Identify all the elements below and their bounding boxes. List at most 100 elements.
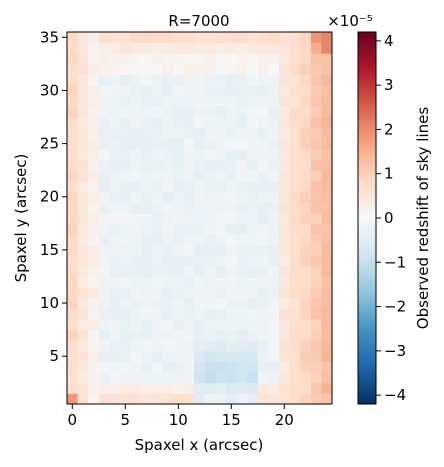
heatmap-cell bbox=[98, 138, 110, 150]
heatmap-cell bbox=[268, 53, 280, 65]
heatmap-cell bbox=[257, 276, 269, 288]
heatmap-cell bbox=[130, 393, 142, 405]
heatmap-cell bbox=[236, 233, 248, 246]
heatmap-cell bbox=[130, 372, 142, 384]
heatmap-cell bbox=[130, 180, 142, 192]
heatmap-cell bbox=[120, 180, 132, 192]
heatmap-cell bbox=[183, 74, 195, 86]
heatmap-cell bbox=[236, 63, 248, 76]
heatmap-cell bbox=[310, 117, 322, 129]
heatmap-cell bbox=[173, 191, 185, 203]
heatmap-cell bbox=[257, 297, 269, 309]
heatmap-cell bbox=[173, 329, 185, 341]
heatmap-cell bbox=[247, 223, 259, 235]
heatmap-cell bbox=[120, 32, 132, 44]
heatmap-cell bbox=[173, 106, 185, 118]
heatmap-cell bbox=[204, 53, 216, 65]
heatmap-cell bbox=[130, 138, 142, 150]
heatmap-cell bbox=[247, 170, 259, 182]
heatmap-cell bbox=[67, 329, 79, 341]
heatmap-cell bbox=[183, 276, 195, 288]
heatmap-cell bbox=[300, 308, 312, 320]
heatmap-cell bbox=[151, 106, 163, 118]
heatmap-cell bbox=[300, 382, 312, 394]
heatmap-cell bbox=[141, 329, 153, 341]
heatmap-cell bbox=[88, 361, 100, 373]
heatmap-cell bbox=[257, 393, 269, 405]
heatmap-cell bbox=[183, 85, 195, 97]
heatmap-cell bbox=[247, 148, 259, 161]
heatmap-cell bbox=[215, 148, 227, 161]
heatmap-cell bbox=[151, 308, 163, 320]
heatmap-cell bbox=[226, 53, 238, 65]
heatmap-cell bbox=[173, 265, 185, 277]
heatmap-cell bbox=[321, 361, 333, 373]
heatmap-cell bbox=[183, 308, 195, 320]
heatmap-cell bbox=[215, 159, 227, 171]
heatmap-cell bbox=[109, 63, 121, 76]
heatmap-cell bbox=[257, 233, 269, 246]
heatmap-cell bbox=[162, 138, 174, 150]
heatmap-cell bbox=[247, 117, 259, 129]
heatmap-cell bbox=[215, 255, 227, 267]
heatmap-cell bbox=[204, 361, 216, 373]
heatmap-cell bbox=[88, 106, 100, 118]
heatmap-cell bbox=[321, 159, 333, 171]
heatmap-cell bbox=[151, 117, 163, 129]
heatmap-cell bbox=[77, 148, 89, 161]
heatmap-cell bbox=[204, 297, 216, 309]
heatmap-cell bbox=[268, 202, 280, 214]
heatmap-cell bbox=[226, 95, 238, 107]
heatmap-cell bbox=[130, 287, 142, 299]
heatmap-cell bbox=[257, 170, 269, 182]
heatmap-cell bbox=[130, 212, 142, 224]
heatmap-cell bbox=[109, 53, 121, 65]
heatmap-cell bbox=[141, 223, 153, 235]
heatmap-cell bbox=[151, 233, 163, 246]
heatmap-cell bbox=[257, 202, 269, 214]
heatmap-cell bbox=[194, 127, 206, 139]
heatmap-cell bbox=[204, 308, 216, 320]
heatmap-cell bbox=[141, 244, 153, 256]
heatmap-cell bbox=[120, 340, 132, 352]
heatmap-cell bbox=[120, 138, 132, 150]
heatmap-cell bbox=[215, 127, 227, 139]
heatmap-cell bbox=[310, 53, 322, 65]
heatmap-cell bbox=[88, 32, 100, 44]
heatmap-cell bbox=[98, 32, 110, 44]
heatmap-cell bbox=[289, 53, 301, 65]
heatmap-cell bbox=[67, 233, 79, 246]
heatmap-cell bbox=[130, 32, 142, 44]
heatmap-cell bbox=[268, 32, 280, 44]
heatmap-cell bbox=[98, 53, 110, 65]
heatmap-cell bbox=[247, 393, 259, 405]
heatmap-cell bbox=[130, 53, 142, 65]
x-tick-label: 0 bbox=[68, 411, 78, 429]
heatmap-cell bbox=[279, 382, 291, 394]
heatmap-cell bbox=[109, 308, 121, 320]
heatmap-cell bbox=[226, 191, 238, 203]
colorbar-tick-label: −1 bbox=[384, 253, 406, 271]
heatmap-cell bbox=[289, 159, 301, 171]
heatmap-cell bbox=[98, 191, 110, 203]
heatmap-cell bbox=[215, 32, 227, 44]
heatmap-cell bbox=[310, 350, 322, 362]
heatmap-cell bbox=[204, 233, 216, 246]
heatmap-cell bbox=[77, 191, 89, 203]
heatmap-cell bbox=[183, 106, 195, 118]
heatmap-cell bbox=[77, 95, 89, 107]
heatmap-cell bbox=[289, 223, 301, 235]
heatmap-cell bbox=[88, 180, 100, 192]
heatmap-cell bbox=[204, 382, 216, 394]
heatmap-cell bbox=[77, 287, 89, 299]
heatmap-cell bbox=[151, 180, 163, 192]
heatmap-cell bbox=[321, 265, 333, 277]
heatmap-cell bbox=[183, 372, 195, 384]
heatmap-cell bbox=[141, 138, 153, 150]
heatmap-cell bbox=[77, 255, 89, 267]
heatmap-cell bbox=[215, 223, 227, 235]
heatmap-cell bbox=[109, 191, 121, 203]
heatmap-cell bbox=[257, 159, 269, 171]
heatmap-cell bbox=[183, 393, 195, 405]
heatmap-cell bbox=[109, 95, 121, 107]
